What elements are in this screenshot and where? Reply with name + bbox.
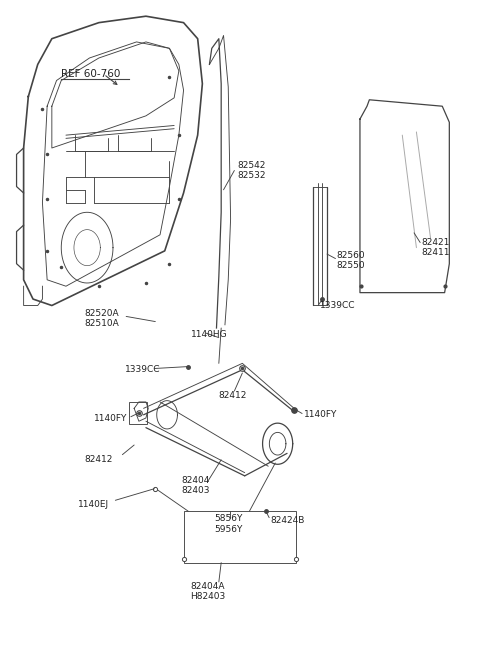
Text: 82421
82411: 82421 82411: [421, 238, 450, 257]
Text: 1140FY: 1140FY: [94, 413, 128, 422]
Text: 82404A
H82403: 82404A H82403: [191, 582, 226, 602]
Bar: [183, 511, 297, 563]
Bar: [130, 402, 147, 424]
Text: 82520A
82510A: 82520A 82510A: [85, 309, 120, 328]
Text: 1140HG: 1140HG: [191, 330, 227, 339]
Text: 5856Y
5956Y: 5856Y 5956Y: [214, 514, 242, 534]
Text: 82542
82532: 82542 82532: [238, 161, 266, 180]
Text: 82560
82550: 82560 82550: [336, 251, 365, 270]
Text: REF 60-760: REF 60-760: [61, 69, 120, 79]
Text: 82424B: 82424B: [271, 516, 305, 525]
Text: 82412: 82412: [219, 391, 247, 400]
Text: 1140FY: 1140FY: [303, 410, 337, 419]
Text: 1339CC: 1339CC: [320, 301, 356, 310]
Text: 82404
82403: 82404 82403: [181, 476, 210, 495]
Text: 1140EJ: 1140EJ: [78, 501, 109, 509]
Text: 82412: 82412: [85, 455, 113, 464]
Text: 1339CC: 1339CC: [125, 365, 160, 375]
